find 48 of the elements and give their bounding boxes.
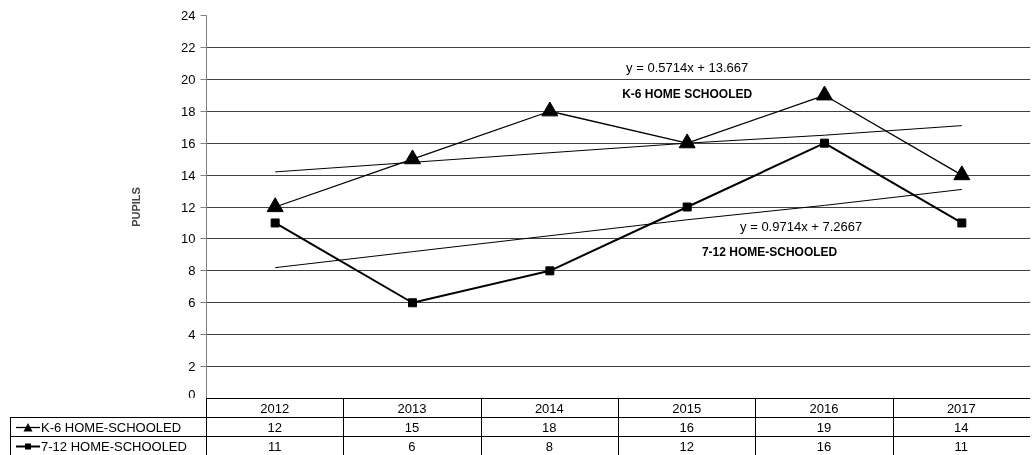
x-tick-label: 2013 xyxy=(396,400,428,418)
y-tick-label: 14 xyxy=(181,167,196,183)
annotation: y = 0.9714x + 7.2667 xyxy=(740,218,863,234)
data-label: 8 xyxy=(544,438,554,455)
x-tick-label: 2012 xyxy=(259,400,291,418)
y-tick-label: 8 xyxy=(188,263,196,279)
data-label: 16 xyxy=(815,438,833,455)
x-tick-label: 2016 xyxy=(808,400,840,418)
y-axis-title: PUPILS xyxy=(130,187,143,227)
y-tick-label: 16 xyxy=(181,135,196,151)
point xyxy=(953,165,971,181)
x-tick-label: 2017 xyxy=(945,400,977,418)
data-label: 12 xyxy=(678,438,695,455)
y-tick-label: 18 xyxy=(181,103,196,119)
x-tick-label: 2014 xyxy=(533,400,565,418)
annotation: 7-12 HOME-SCHOOLED xyxy=(701,244,838,259)
data-label: 15 xyxy=(403,419,421,437)
point xyxy=(541,101,559,117)
annotation: K-6 HOME SCHOOLED xyxy=(622,87,753,102)
point xyxy=(957,218,967,228)
data-label: 11 xyxy=(266,438,283,455)
data-label: 12 xyxy=(266,419,283,437)
data-label: 6 xyxy=(407,438,417,455)
point xyxy=(816,85,833,101)
data-label: 11 xyxy=(953,438,970,455)
y-tick-label: 22 xyxy=(181,39,196,55)
y-tick-label: 12 xyxy=(181,199,196,215)
y-tick-label: 24 xyxy=(181,8,196,23)
data-label: 18 xyxy=(541,419,558,437)
point xyxy=(270,218,280,228)
y-tick-label: 4 xyxy=(188,327,196,343)
annotation: y = 0.5714x + 13.667 xyxy=(626,59,749,75)
point xyxy=(408,298,417,308)
point xyxy=(545,266,555,276)
legend-label: K-6 HOME-SCHOOLED xyxy=(41,419,183,437)
data-label: 16 xyxy=(678,419,695,437)
data-label: 19 xyxy=(815,419,833,437)
y-tick-label: 2 xyxy=(188,359,196,375)
y-tick-label: 10 xyxy=(181,231,196,247)
y-tick-label: 0 xyxy=(188,386,196,402)
y-tick-label: 20 xyxy=(181,71,196,87)
point xyxy=(266,197,284,213)
point xyxy=(820,138,829,148)
x-tick-label: 2015 xyxy=(671,400,703,418)
data-label: 14 xyxy=(953,419,970,437)
legend-label: 7-12 HOME-SCHOOLED xyxy=(41,438,188,455)
y-tick-label: 6 xyxy=(188,295,196,311)
point xyxy=(682,202,692,212)
